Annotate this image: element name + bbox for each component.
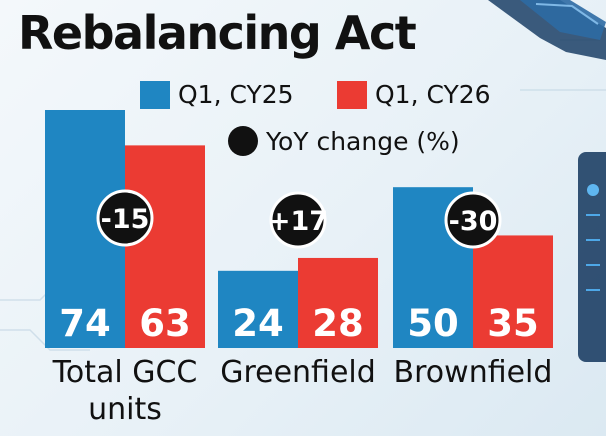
bar-value-label: 28 [312, 302, 364, 345]
category-label: Brownfield [394, 355, 553, 390]
legend-label-q1-cy26: Q1, CY26 [375, 80, 491, 109]
yoy-change-label: +17 [268, 206, 328, 237]
circuit-panel-icon [578, 152, 606, 362]
yoy-change-label: -15 [101, 204, 150, 235]
legend-swatch-blue [140, 80, 170, 109]
legend-label-yoy-change: YoY change (%) [266, 126, 460, 156]
bar-q1-cy26 [125, 145, 205, 348]
yoy-change-marker [96, 189, 154, 247]
bar-q1-cy26 [473, 235, 553, 348]
bar-q1-cy25 [218, 270, 298, 348]
legend-item-yoy-change: YoY change (%) [228, 126, 460, 156]
yoy-change-marker [269, 191, 327, 249]
robot-hand-icon [488, 0, 606, 60]
bar-value-label: 24 [232, 302, 284, 345]
legend-item-q1-cy26: Q1, CY26 [337, 80, 491, 109]
legend-marker-black-dot [228, 126, 258, 156]
bar-value-label: 63 [139, 302, 191, 345]
bar-q1-cy26 [298, 257, 378, 348]
bar-value-label: 74 [59, 302, 111, 345]
chart-title: Rebalancing Act [18, 6, 417, 60]
bar-value-label: 35 [487, 302, 539, 345]
bar-value-label: 50 [407, 302, 459, 345]
yoy-change-label: -30 [449, 206, 498, 237]
category-label: Greenfield [220, 355, 376, 390]
legend-swatch-red [337, 80, 367, 109]
category-label: units [88, 392, 162, 427]
yoy-change-marker [444, 191, 502, 249]
category-label: Total GCC [52, 355, 198, 390]
legend-label-q1-cy25: Q1, CY25 [178, 80, 294, 109]
legend-item-q1-cy25: Q1, CY25 [140, 80, 294, 109]
